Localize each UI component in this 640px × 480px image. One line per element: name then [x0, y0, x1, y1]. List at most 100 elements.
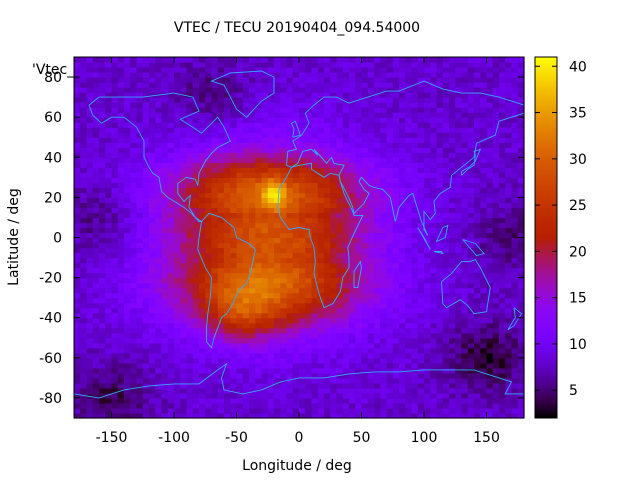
heatmap-cell — [486, 172, 494, 178]
heatmap-cell — [224, 382, 231, 389]
heatmap-cell — [74, 397, 81, 404]
heatmap-cell — [111, 412, 119, 419]
heatmap-cell — [299, 167, 306, 173]
heatmap-cell — [355, 322, 363, 329]
heatmap-cell — [230, 77, 238, 83]
heatmap-cell — [430, 192, 438, 198]
heatmap-cell — [199, 182, 206, 188]
heatmap-cell — [311, 352, 319, 359]
heatmap-cell — [424, 217, 431, 224]
heatmap-cell — [461, 207, 469, 214]
heatmap-cell — [274, 402, 281, 409]
heatmap-cell — [349, 197, 356, 204]
heatmap-cell — [142, 212, 150, 219]
heatmap-cell — [111, 367, 119, 374]
heatmap-cell — [367, 272, 375, 279]
heatmap-cell — [92, 282, 100, 289]
heatmap-cell — [311, 162, 319, 168]
heatmap-cell — [130, 272, 138, 279]
heatmap-cell — [111, 147, 119, 153]
heatmap-cell — [155, 132, 163, 138]
heatmap-cell — [442, 62, 450, 68]
heatmap-cell — [99, 287, 106, 294]
heatmap-cell — [249, 92, 256, 98]
heatmap-cell — [311, 137, 319, 143]
heatmap-cell — [111, 257, 119, 264]
heatmap-cell — [186, 287, 194, 294]
heatmap-cell — [142, 387, 150, 394]
heatmap-cell — [492, 232, 500, 239]
heatmap-cell — [211, 277, 219, 284]
heatmap-cell — [130, 317, 138, 324]
heatmap-cell — [80, 337, 88, 344]
heatmap-cell — [430, 352, 438, 359]
heatmap-cell — [449, 367, 456, 374]
heatmap-cell — [436, 62, 444, 68]
heatmap-cell — [99, 182, 106, 188]
heatmap-cell — [499, 197, 506, 204]
heatmap-cell — [105, 247, 113, 254]
heatmap-cell — [330, 132, 338, 138]
heatmap-cell — [80, 332, 88, 339]
heatmap-cell — [436, 362, 444, 369]
heatmap-cell — [136, 317, 144, 324]
heatmap-cell — [174, 352, 181, 359]
heatmap-cell — [449, 302, 456, 309]
heatmap-cell — [355, 172, 363, 178]
heatmap-cell — [355, 107, 363, 113]
heatmap-cell — [74, 317, 81, 324]
heatmap-cell — [86, 237, 94, 244]
heatmap-cell — [342, 387, 350, 394]
heatmap-cell — [336, 197, 344, 204]
heatmap-cell — [317, 272, 325, 279]
heatmap-cell — [305, 77, 313, 83]
heatmap-cell — [192, 132, 200, 138]
heatmap-cell — [405, 67, 413, 73]
heatmap-cell — [386, 387, 394, 394]
heatmap-cell — [367, 62, 375, 68]
heatmap-cell — [399, 302, 406, 309]
heatmap-cell — [130, 297, 138, 304]
heatmap-cell — [299, 122, 306, 128]
heatmap-cell — [236, 162, 244, 168]
heatmap-cell — [399, 82, 406, 88]
heatmap-cell — [361, 307, 369, 314]
heatmap-cell — [461, 62, 469, 68]
heatmap-cell — [224, 172, 231, 178]
heatmap-cell — [161, 342, 169, 349]
heatmap-cell — [211, 167, 219, 173]
heatmap-cell — [467, 327, 475, 334]
heatmap-cell — [236, 192, 244, 198]
heatmap-cell — [136, 297, 144, 304]
heatmap-cell — [355, 187, 363, 193]
heatmap-cell — [411, 237, 419, 244]
heatmap-cell — [436, 177, 444, 183]
heatmap-cell — [261, 357, 269, 364]
heatmap-cell — [430, 392, 438, 399]
heatmap-cell — [324, 397, 331, 404]
heatmap-cell — [124, 192, 131, 198]
heatmap-cell — [199, 87, 206, 93]
heatmap-cell — [149, 77, 156, 83]
heatmap-cell — [149, 337, 156, 344]
heatmap-cell — [99, 412, 106, 419]
heatmap-cell — [386, 407, 394, 414]
heatmap-cell — [305, 317, 313, 324]
heatmap-cell — [224, 277, 231, 284]
heatmap-cell — [155, 112, 163, 118]
heatmap-cell — [224, 342, 231, 349]
heatmap-cell — [480, 312, 488, 319]
heatmap-cell — [261, 162, 269, 168]
heatmap-cell — [480, 302, 488, 309]
heatmap-cell — [174, 252, 181, 259]
heatmap-cell — [180, 127, 188, 133]
heatmap-cell — [336, 322, 344, 329]
heatmap-cell — [174, 152, 181, 158]
heatmap-cell — [117, 362, 125, 369]
heatmap-cell — [305, 82, 313, 88]
heatmap-cell — [336, 202, 344, 209]
heatmap-cell — [267, 362, 275, 369]
heatmap-cell — [286, 377, 294, 384]
heatmap-cell — [386, 282, 394, 289]
heatmap-cell — [392, 342, 400, 349]
